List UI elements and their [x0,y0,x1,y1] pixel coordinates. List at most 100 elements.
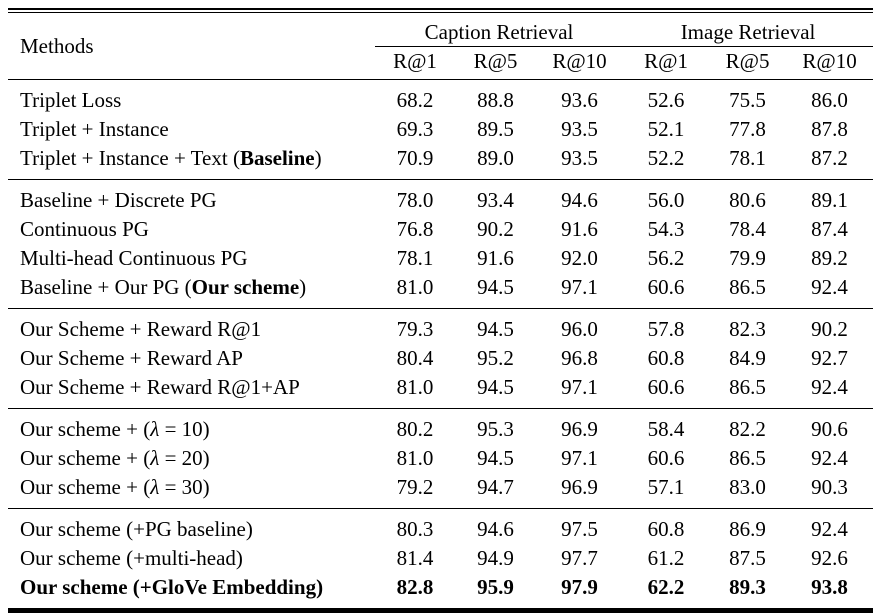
image-retrieval-group-header: Image Retrieval [623,13,874,47]
value-cell: 60.6 [647,446,685,470]
value-cell: 93.5 [561,117,598,141]
value-cell: 92.7 [811,346,848,370]
value-cell: 94.5 [477,375,514,399]
value-cell: 89.2 [811,246,848,270]
method-text-segment: Our scheme + ( [20,446,151,470]
table-row: Our scheme + (λ = 20) 81.0 94.5 97.1 60.6 86.… [8,444,873,473]
method-text-segment: λ [150,417,160,441]
value-cell: 92.6 [811,546,848,570]
value-cell: 93.5 [561,146,598,170]
value-cell: 81.0 [396,446,434,470]
value-cell: 97.9 [561,575,598,599]
value-cell: 52.1 [647,117,685,141]
value-cell: 90.6 [811,417,848,441]
method-text-segment: Our scheme (+PG baseline) [20,517,253,541]
value-cell: 91.6 [561,217,598,241]
value-cell: 90.2 [811,317,848,341]
value-cell: 56.2 [647,246,685,270]
value-cell: 96.0 [561,317,598,341]
value-cell: 78.1 [396,246,434,270]
value-cell: 81.0 [396,375,434,399]
value-cell: 94.6 [561,188,598,212]
table-row: Baseline + Discrete PG 78.0 93.4 94.6 56.0 80… [8,180,873,216]
method-text-segment: Our Scheme + Reward AP [20,346,243,370]
value-cell: 89.1 [811,188,848,212]
method-cell: Multi-head Continuous PG [8,244,375,273]
value-cell: 86.5 [729,275,766,299]
value-cell: 94.5 [477,317,514,341]
value-cell: 82.3 [729,317,766,341]
value-cell: 86.0 [811,88,848,112]
method-text-segment: Our Scheme + Reward R@1 [20,317,262,341]
method-cell: Continuous PG [8,215,375,244]
method-cell: Our Scheme + Reward AP [8,344,375,373]
method-cell: Our scheme + (λ = 20) [8,444,375,473]
value-cell: 97.1 [561,375,598,399]
value-cell: 52.2 [647,146,685,170]
value-cell: 93.8 [811,575,848,599]
value-cell: 91.6 [477,246,514,270]
method-text-segment: = 20) [159,446,210,470]
table-row: Our scheme + (λ = 30) 79.2 94.7 96.9 57.1 83.… [8,473,873,509]
method-cell: Baseline + Discrete PG [8,180,375,216]
method-text-segment: Baseline + Discrete PG [20,188,217,212]
table-section-5: Our scheme (+PG baseline) 80.3 94.6 97.5 60.… [8,508,874,609]
method-cell: Triplet + Instance + Text (Baseline) [8,144,375,180]
results-table-wrapper: Methods Caption Retrieval Image Retrieva… [8,8,874,613]
value-cell: 68.2 [396,88,434,112]
metric-header-image-r5: R@5 [709,46,787,80]
metric-header-caption-r10: R@10 [536,46,624,80]
value-cell: 61.2 [647,546,685,570]
value-cell: 57.8 [647,317,685,341]
method-text-segment: Our Scheme + Reward R@1+AP [20,375,300,399]
method-text-segment: Our scheme [191,275,300,299]
method-cell: Triplet Loss [8,80,375,116]
method-text-segment: ) [299,275,307,299]
value-cell: 90.2 [477,217,514,241]
value-cell: 92.4 [811,517,848,541]
value-cell: 78.0 [396,188,434,212]
method-text-segment: Multi-head Continuous PG [20,246,248,270]
caption-retrieval-group-header: Caption Retrieval [375,13,624,47]
value-cell: 79.2 [396,475,434,499]
value-cell: 94.5 [477,446,514,470]
method-text-segment: ) [314,146,322,170]
value-cell: 87.2 [811,146,848,170]
value-cell: 60.8 [647,346,685,370]
value-cell: 97.5 [561,517,598,541]
value-cell: 84.9 [729,346,766,370]
value-cell: 60.6 [647,375,685,399]
value-cell: 82.8 [396,575,434,599]
table-header: Methods Caption Retrieval Image Retrieva… [8,13,874,80]
table-row: Triplet + Instance + Text (Baseline) 70.9… [8,144,873,180]
metric-header-image-r10: R@10 [786,46,874,80]
value-cell: 94.5 [477,275,514,299]
table-row: Our Scheme + Reward R@1 79.3 94.5 96.0 57.8 8… [8,309,873,345]
value-cell: 92.4 [811,446,848,470]
value-cell: 92.4 [811,275,848,299]
value-cell: 70.9 [396,146,434,170]
value-cell: 79.9 [729,246,766,270]
method-text-segment: Baseline + Our PG ( [20,275,192,299]
metric-header-image-r1: R@1 [623,46,710,80]
value-cell: 96.8 [561,346,598,370]
method-cell: Triplet + Instance [8,115,375,144]
results-table: Methods Caption Retrieval Image Retrieva… [8,13,874,609]
method-cell: Our Scheme + Reward R@1 [8,309,375,345]
value-cell: 80.3 [396,517,434,541]
metric-header-caption-r5: R@5 [455,46,536,80]
value-cell: 81.0 [396,275,434,299]
value-cell: 97.7 [561,546,598,570]
table-row: Our scheme + (λ = 10) 80.2 95.3 96.9 58.4 82.… [8,409,873,445]
table-row: Baseline + Our PG (Our scheme) 81.0 94.5 97… [8,273,873,309]
value-cell: 82.2 [729,417,766,441]
value-cell: 52.6 [647,88,685,112]
value-cell: 86.5 [729,446,766,470]
method-text-segment: Our scheme + ( [20,475,151,499]
value-cell: 93.4 [477,188,514,212]
value-cell: 95.3 [477,417,514,441]
method-text-segment: Our scheme (+GloVe Embedding) [20,575,324,599]
value-cell: 60.8 [647,517,685,541]
method-text-segment: Triplet Loss [20,88,122,112]
